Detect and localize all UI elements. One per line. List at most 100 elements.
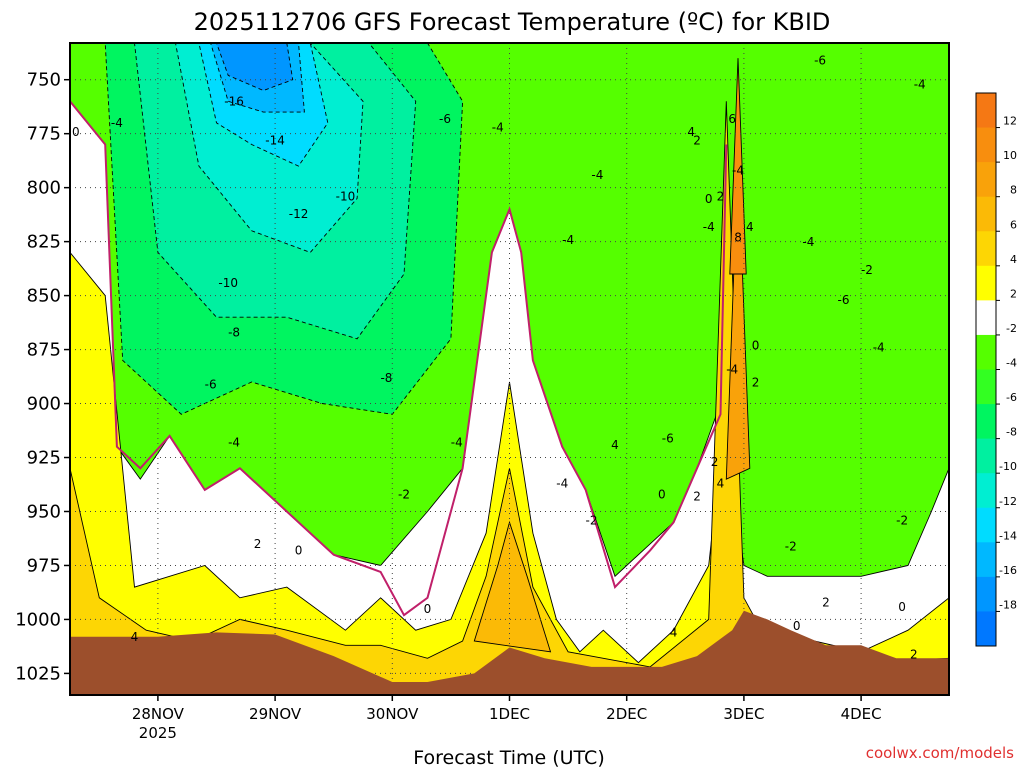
contour-label: 0 [295, 544, 303, 558]
y-tick-label: 975 [27, 555, 61, 576]
contour-label: -2 [896, 513, 908, 527]
contour-label: 4 [687, 125, 695, 139]
colorbar-swatch [976, 507, 996, 543]
x-tick-label: 3DEC [723, 705, 764, 723]
contour-label: 6 [728, 112, 736, 126]
contour-label: 4 [131, 630, 139, 644]
colorbar-label: -18 [999, 598, 1017, 611]
contour-label: -4 [562, 233, 574, 247]
grid-layer [70, 43, 949, 695]
contour-label: -4 [492, 121, 504, 135]
terrain-layer [70, 610, 949, 695]
contour-label: 4 [670, 626, 678, 640]
chart-title: 2025112706 GFS Forecast Temperature (ºC)… [194, 8, 831, 36]
contour-label: 2 [752, 375, 760, 389]
y-tick-label: 875 [27, 340, 61, 361]
contour-label: -4 [732, 164, 744, 178]
colorbar-label: 10 [1003, 149, 1017, 162]
colorbar-swatch [976, 404, 996, 440]
contour-label: 2 [969, 375, 977, 389]
contour-label: -6 [205, 377, 217, 391]
x-axis-label: Forecast Time (UTC) [413, 747, 604, 768]
contour-label: -6 [814, 54, 826, 68]
freezing-line-layer [70, 100, 728, 617]
temperature-region [729, 58, 747, 275]
contour-label: 0 [793, 619, 801, 633]
x-tick-sublabel: 2025 [139, 724, 177, 742]
colorbar-label: -4 [1006, 357, 1017, 370]
contour-label: 2 [822, 595, 830, 609]
y-tick-label: 1000 [15, 609, 61, 630]
x-tick-label: 4DEC [841, 705, 882, 723]
credit-text: coolwx.com/models [866, 744, 1014, 762]
colorbar-swatch [976, 93, 996, 129]
colorbar-label: 4 [1010, 253, 1017, 266]
contour-label: -2 [861, 263, 873, 277]
colorbar-label: 2 [1010, 287, 1017, 300]
colorbar-label: 6 [1010, 218, 1017, 231]
contour-label: 2 [711, 455, 719, 469]
y-tick-label: 900 [27, 394, 61, 415]
contour-label: -8 [380, 371, 392, 385]
contour-label: -4 [703, 220, 715, 234]
contour-label: -6 [662, 431, 674, 445]
y-tick-label: 950 [27, 501, 61, 522]
colorbar-label: -12 [999, 495, 1017, 508]
colorbar-swatch [976, 162, 996, 198]
colorbar-label: 12 [1003, 115, 1017, 128]
x-tick-label: 29NOV [249, 705, 302, 723]
contour-label: 2 [717, 190, 725, 204]
x-tick-label: 1DEC [489, 705, 530, 723]
contour-label: -14 [265, 133, 285, 147]
plot-area: -16 -14 -12 -10 -10 -8 -8 -6 -6 -6 -6 -6 -4 -4 -4 -4 -4 -… [70, 43, 977, 695]
y-tick-label: 925 [27, 448, 61, 469]
contour-label-layer: -16 -14 -12 -10 -10 -8 -8 -6 -6 -6 -6 -6 -4 -4 -4 -4 -4 -… [72, 54, 977, 662]
contour-label: -4 [914, 77, 926, 91]
colorbar-label: 8 [1010, 184, 1017, 197]
contour-label: 2 [693, 133, 701, 147]
contour-label: -4 [111, 116, 123, 130]
colorbar-label: -8 [1006, 426, 1017, 439]
freezing-line [70, 100, 728, 617]
colorbar-label: -16 [999, 564, 1017, 577]
contour-label: -4 [802, 235, 814, 249]
y-tick-label: 750 [27, 70, 61, 91]
contour-label: -4 [726, 362, 738, 376]
contour-label: -2 [586, 513, 598, 527]
y-tick-label: 800 [27, 178, 61, 199]
contour-label: -8 [228, 326, 240, 340]
contour-label: -10 [218, 276, 238, 290]
contour-label: -2 [785, 539, 797, 553]
colorbar-swatch [976, 369, 996, 405]
colorbar: 12 10 8 6 4 2 -2 -4 -6 -8 -10 -12 -14 -16 -18 [975, 92, 1017, 647]
contour-label: -4 [228, 436, 240, 450]
contour-label: -6 [439, 112, 451, 126]
contour-label: 0 [898, 600, 906, 614]
contour-label: 0 [705, 192, 713, 206]
x-tick-label: 2DEC [606, 705, 647, 723]
contour-label: 2 [910, 647, 918, 661]
colorbar-swatch [976, 438, 996, 474]
y-tick-label: 850 [27, 286, 61, 307]
contour-label: -12 [289, 207, 309, 221]
colorbar-label: -6 [1006, 391, 1017, 404]
colorbar-swatch [976, 542, 996, 578]
colorbar-label: -14 [999, 529, 1017, 542]
temperature-region [216, 43, 294, 91]
colorbar-label: -2 [1006, 322, 1017, 335]
pressure-axis: 750 775 800 825 850 875 900 925 950 975 1000 1025 [15, 70, 70, 684]
contour-label: -4 [873, 341, 885, 355]
contour-label: 0 [424, 602, 432, 616]
terrain-shape [70, 610, 949, 695]
contour-label: -10 [336, 190, 356, 204]
contour-label: 8 [734, 231, 742, 245]
x-tick-label: 30NOV [366, 705, 419, 723]
contour-label: -16 [224, 95, 244, 109]
contour-label: -6 [838, 293, 850, 307]
contour-label: 2 [693, 490, 701, 504]
contour-label: -4 [591, 168, 603, 182]
temperature-region [473, 520, 552, 653]
colorbar-swatch [976, 265, 996, 301]
